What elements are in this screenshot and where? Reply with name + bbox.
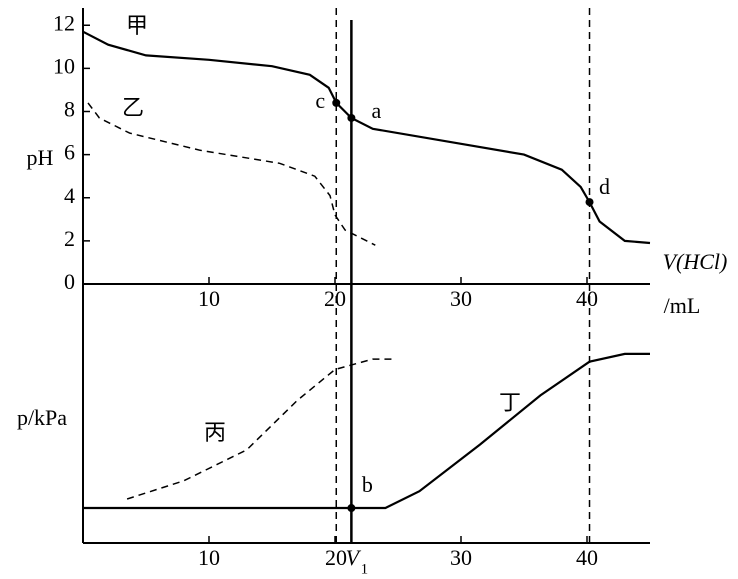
- point: [585, 198, 594, 207]
- x-tick-label: 10: [198, 286, 220, 311]
- point-label: b: [362, 472, 373, 497]
- x-tick-label: 40: [576, 286, 598, 311]
- point-label: a: [371, 98, 381, 123]
- series-label: 乙: [122, 95, 144, 120]
- point-label: c: [315, 88, 325, 113]
- point: [347, 113, 356, 122]
- y-tick-label: 0: [64, 269, 75, 294]
- series-label: 甲: [126, 13, 148, 38]
- x-tick-label: 30: [450, 545, 472, 570]
- x-tick-label: 10: [198, 545, 220, 570]
- y-tick-label: 10: [53, 53, 75, 78]
- x-tick-label: 20: [324, 286, 346, 311]
- series-label: 丙: [204, 420, 226, 445]
- y-tick-label: 4: [64, 183, 75, 208]
- x-tick-label: 20: [325, 545, 347, 570]
- y-tick-label: 6: [64, 140, 75, 165]
- point: [347, 504, 356, 513]
- marker-subscript: 1: [361, 561, 369, 577]
- data-line: [82, 30, 651, 245]
- point: [332, 98, 341, 107]
- x-tick-label: 30: [450, 286, 472, 311]
- point-label: d: [599, 174, 610, 199]
- y-tick-label: 12: [53, 10, 75, 35]
- data-line: [126, 358, 392, 500]
- y-tick-label: 2: [64, 226, 75, 251]
- y-tick-label: 8: [64, 97, 75, 122]
- x-tick-label: 40: [576, 545, 598, 570]
- x-axis-label: V(HCl): [663, 249, 728, 274]
- data-line: [83, 352, 650, 510]
- y-axis-label: p/kPa: [17, 405, 67, 430]
- marker-label: V: [346, 545, 362, 570]
- series-label: 丁: [499, 390, 521, 415]
- x-axis-unit: /mL: [664, 293, 701, 318]
- y-axis-label: pH: [27, 145, 54, 170]
- data-line: [87, 102, 376, 246]
